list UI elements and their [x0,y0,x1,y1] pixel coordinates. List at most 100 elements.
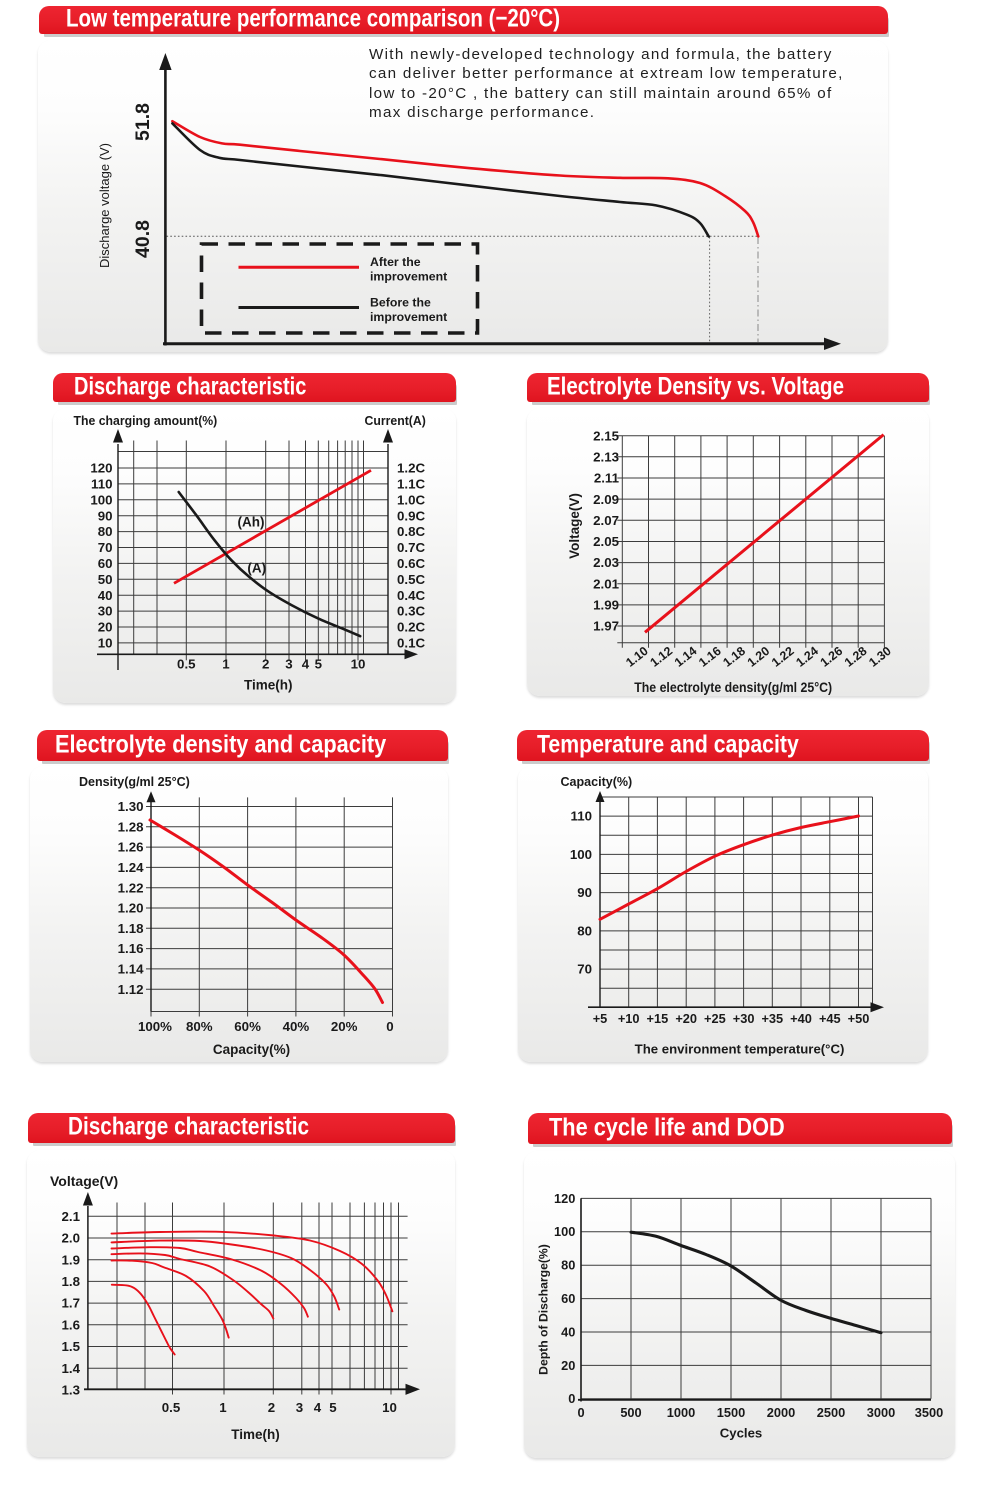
svg-text:110: 110 [91,477,112,492]
svg-text:80%: 80% [186,1019,213,1034]
svg-text:1.2C: 1.2C [397,461,425,476]
svg-text:1.3: 1.3 [62,1383,81,1398]
svg-text:3000: 3000 [867,1405,895,1420]
svg-text:1.30: 1.30 [866,644,894,670]
svg-text:10: 10 [351,656,366,671]
svg-text:1: 1 [222,656,230,671]
svg-text:1.20: 1.20 [745,644,773,670]
svg-text:+20: +20 [675,1011,697,1026]
svg-text:0.4C: 0.4C [397,588,425,603]
svg-text:2.01: 2.01 [593,576,619,591]
svg-text:100: 100 [90,492,112,507]
svg-text:2000: 2000 [767,1405,795,1420]
svg-text:1.99: 1.99 [593,598,619,613]
svg-text:+45: +45 [819,1011,841,1026]
svg-text:Time(h): Time(h) [244,677,293,692]
svg-text:Voltage(V): Voltage(V) [567,493,582,559]
svg-text:1.18: 1.18 [720,644,748,670]
svg-text:Discharge voltage (V): Discharge voltage (V) [97,143,112,268]
svg-text:2.03: 2.03 [593,555,619,570]
svg-text:1.16: 1.16 [118,941,144,956]
svg-text:1.28: 1.28 [118,819,144,834]
svg-text:80: 80 [577,923,592,938]
svg-text:(Ah): (Ah) [238,515,265,530]
svg-text:500: 500 [620,1405,641,1420]
svg-text:Depth of Discharge(%): Depth of Discharge(%) [537,1244,551,1375]
svg-text:1.97: 1.97 [593,619,619,634]
svg-text:3500: 3500 [915,1405,943,1420]
svg-text:2.09: 2.09 [593,492,619,507]
svg-text:60: 60 [98,556,113,571]
svg-text:Current(A): Current(A) [365,413,426,429]
svg-text:1.7: 1.7 [62,1296,81,1311]
svg-text:0.7C: 0.7C [397,540,425,555]
svg-text:2.0: 2.0 [62,1231,81,1246]
svg-text:0.5: 0.5 [177,656,196,671]
svg-text:40.8: 40.8 [132,220,154,258]
svg-text:5: 5 [315,656,323,671]
svg-text:10: 10 [98,636,113,651]
svg-text:1.12: 1.12 [118,982,144,997]
svg-text:Voltage(V): Voltage(V) [50,1173,118,1189]
svg-text:1: 1 [219,1400,227,1415]
svg-text:3: 3 [296,1400,303,1415]
svg-text:The electrolyte density(g/ml 2: The electrolyte density(g/ml 25°C) [634,680,832,696]
svg-text:The environment temperature(°C: The environment temperature(°C) [635,1042,845,1057]
svg-text:1.24: 1.24 [793,644,821,670]
svg-text:1.24: 1.24 [118,860,144,875]
svg-text:1.4: 1.4 [62,1361,81,1376]
svg-text:The charging amount(%): The charging amount(%) [74,413,218,429]
svg-text:1.26: 1.26 [818,644,846,670]
svg-text:80: 80 [561,1258,575,1273]
svg-text:1.14: 1.14 [118,962,144,977]
svg-text:100%: 100% [138,1019,172,1034]
svg-text:4: 4 [302,656,310,671]
svg-text:2.15: 2.15 [593,428,619,443]
svg-text:Time(h): Time(h) [231,1427,280,1442]
svg-text:1.9: 1.9 [62,1252,81,1267]
svg-text:+35: +35 [761,1011,783,1026]
svg-text:1.5: 1.5 [62,1339,81,1354]
svg-text:0: 0 [386,1019,393,1034]
svg-text:20: 20 [98,620,113,635]
svg-text:2: 2 [268,1400,275,1415]
svg-text:+25: +25 [704,1011,726,1026]
svg-text:1.10: 1.10 [623,644,651,670]
svg-text:1.1C: 1.1C [397,477,425,492]
svg-text:0.5C: 0.5C [397,572,425,587]
svg-text:1.22: 1.22 [118,880,144,895]
svg-text:0.3C: 0.3C [397,604,425,619]
svg-text:1500: 1500 [717,1405,745,1420]
svg-text:2500: 2500 [817,1405,845,1420]
svg-text:+5: +5 [593,1011,608,1026]
svg-text:improvement: improvement [370,310,447,324]
svg-text:+50: +50 [848,1011,870,1026]
svg-text:Before the: Before the [370,296,431,310]
svg-text:2.1: 2.1 [62,1209,81,1224]
svg-text:70: 70 [577,962,592,977]
svg-text:120: 120 [90,461,112,476]
svg-text:0: 0 [577,1405,584,1420]
svg-text:1.18: 1.18 [118,921,144,936]
svg-text:improvement: improvement [370,270,447,284]
svg-text:Cycles: Cycles [720,1426,763,1441]
svg-text:1.26: 1.26 [118,840,144,855]
svg-text:20%: 20% [331,1019,358,1034]
svg-text:1.22: 1.22 [769,644,797,670]
svg-text:51.8: 51.8 [132,103,154,141]
svg-text:After the: After the [370,255,421,269]
svg-text:1.8: 1.8 [62,1274,81,1289]
svg-text:90: 90 [98,508,113,523]
svg-text:2.13: 2.13 [593,449,619,464]
svg-text:110: 110 [571,809,592,824]
svg-text:2.05: 2.05 [593,534,619,549]
svg-text:1.20: 1.20 [118,901,144,916]
svg-text:Capacity(%): Capacity(%) [213,1042,290,1057]
svg-text:2: 2 [262,656,269,671]
svg-text:120: 120 [554,1191,575,1206]
svg-text:1.0C: 1.0C [397,492,425,507]
svg-text:30: 30 [98,604,113,619]
svg-text:4: 4 [314,1400,322,1415]
svg-text:20: 20 [561,1358,575,1373]
svg-text:1000: 1000 [667,1405,695,1420]
